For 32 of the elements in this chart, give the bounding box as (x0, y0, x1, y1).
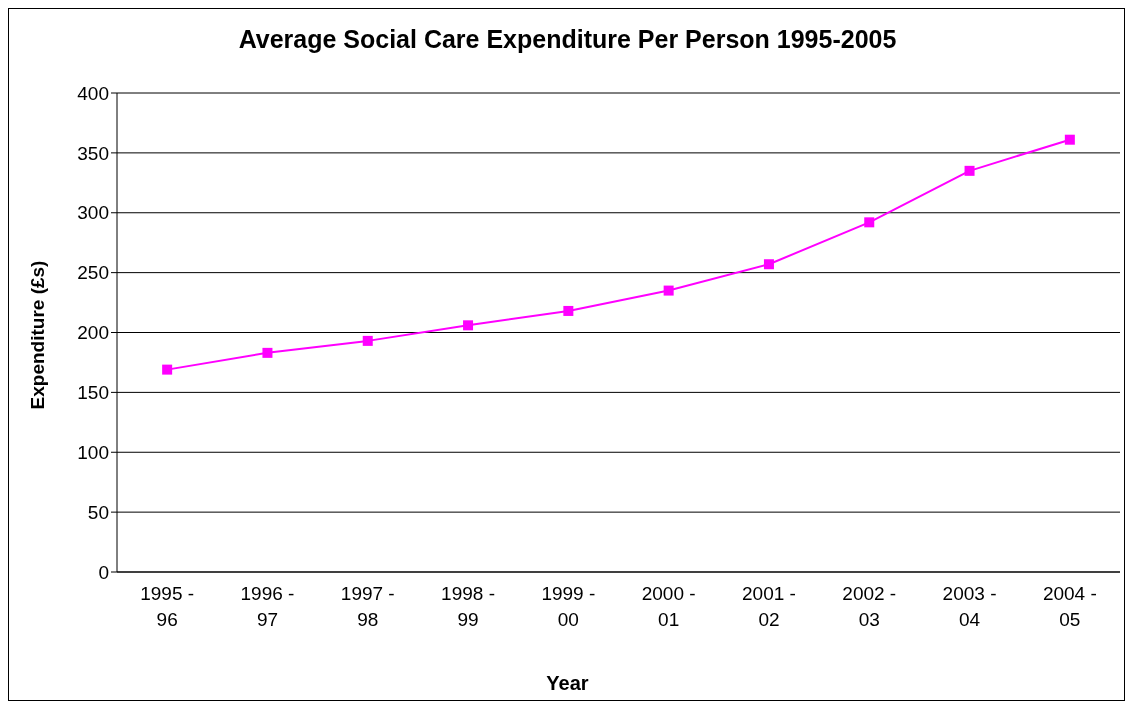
point (964, 165, 975, 176)
y-tick-label: 250 (77, 262, 109, 284)
x-tick-label: 1995 - 96 (140, 583, 195, 630)
y-tick-label: 50 (87, 501, 109, 523)
y-tick-label: 400 (77, 82, 109, 104)
x-tick-label: 1997 - 98 (340, 583, 395, 630)
x-tick-label: 2002 - 03 (842, 583, 897, 630)
point (463, 320, 474, 331)
point (162, 364, 173, 375)
point (1064, 134, 1075, 145)
chart-title: Average Social Care Expenditure Per Person 1995-2005 (237, 25, 898, 54)
y-tick-label: 350 (77, 142, 109, 164)
point (563, 305, 574, 316)
x-tick-label: 2003 - 04 (942, 583, 997, 630)
x-tick-label: 2000 - 01 (641, 583, 696, 630)
point (663, 285, 674, 296)
y-axis-title: Expenditure (£s) (27, 260, 49, 410)
x-tick-label: 1996 - 97 (240, 583, 295, 630)
point (362, 335, 373, 346)
point (763, 259, 774, 270)
x-tick-label: 1998 - 99 (441, 583, 495, 630)
y-tick-label: 0 (98, 561, 109, 583)
y-tick-label: 300 (77, 202, 109, 224)
y-tick-label: 200 (77, 322, 109, 344)
x-axis-title: Year (545, 672, 590, 695)
x-tick-label: 1999 - 00 (541, 583, 596, 630)
y-tick-label: 100 (77, 441, 109, 463)
point (262, 347, 273, 358)
point (864, 217, 875, 228)
y-tick-label: 150 (77, 382, 109, 404)
x-tick-label: 2001 - 02 (742, 583, 796, 630)
x-tick-label: 2004 - 05 (1042, 583, 1097, 630)
